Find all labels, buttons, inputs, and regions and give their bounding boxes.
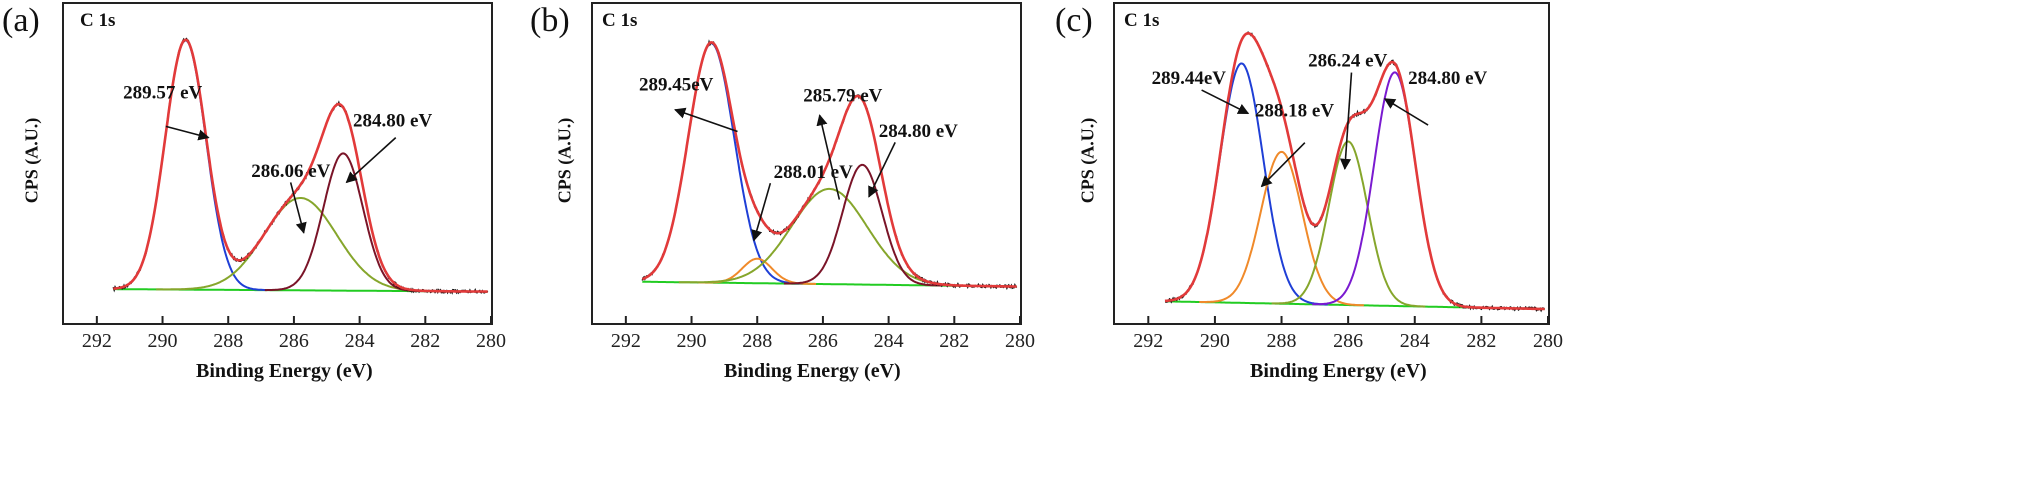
x-tick-label-a: 292 xyxy=(82,330,112,352)
annotation-arrow-b-4 xyxy=(868,142,896,198)
x-tick-label-c: 288 xyxy=(1267,330,1297,352)
fit-envelope-c xyxy=(1164,31,1545,311)
plot-frame-c xyxy=(1113,2,1550,325)
annotation-label-b-3: 285.79 eV xyxy=(803,86,882,107)
x-tick-label-c: 292 xyxy=(1133,330,1163,352)
x-tick-label-b: 282 xyxy=(939,330,969,352)
fit-peak-b-4 xyxy=(784,163,941,287)
x-tick-label-a: 282 xyxy=(410,330,440,352)
x-tick-label-b: 286 xyxy=(808,330,838,352)
annotation-label-c-1: 289.44eV xyxy=(1152,68,1227,89)
x-tick-label-c: 284 xyxy=(1400,330,1430,352)
x-tick-label-c: 286 xyxy=(1333,330,1363,352)
annotation-arrow-c-4 xyxy=(1383,98,1429,126)
annotation-arrow-c-3 xyxy=(1339,72,1353,171)
corner-label-c: C 1s xyxy=(1124,10,1160,31)
x-tick-label-b: 284 xyxy=(874,330,904,352)
annotation-arrow-a-3 xyxy=(345,137,397,184)
fit-peak-a-1 xyxy=(113,39,267,291)
annotation-arrow-b-2 xyxy=(751,182,772,242)
annotation-label-a-1: 289.57 eV xyxy=(123,82,202,103)
panel-label-a: (a) xyxy=(2,2,40,39)
annotation-label-b-2: 288.01 eV xyxy=(774,162,853,183)
annotation-arrow-b-3 xyxy=(816,114,841,200)
annotation-label-c-4: 284.80 eV xyxy=(1408,68,1487,89)
x-tick-label-a: 288 xyxy=(213,330,243,352)
corner-label-b: C 1s xyxy=(602,10,638,31)
x-tick-label-a: 286 xyxy=(279,330,309,352)
fit-envelope-a xyxy=(113,38,488,293)
annotation-arrow-b-1 xyxy=(674,107,738,133)
plot-frame-b xyxy=(591,2,1022,325)
annotation-label-b-1: 289.45eV xyxy=(639,75,714,96)
fit-peak-c-3 xyxy=(1271,140,1426,308)
y-axis-label-c: CPS (A.U.) xyxy=(1077,117,1098,204)
fit-peak-a-3 xyxy=(264,152,422,293)
annotation-arrow-c-2 xyxy=(1260,142,1306,188)
x-tick-label-a: 290 xyxy=(148,330,178,352)
annotation-label-c-3: 286.24 eV xyxy=(1308,51,1387,72)
x-tick-label-c: 290 xyxy=(1200,330,1230,352)
panel-label-b: (b) xyxy=(530,2,570,39)
x-tick-label-b: 280 xyxy=(1005,330,1035,352)
x-tick-label-c: 282 xyxy=(1466,330,1496,352)
y-axis-label-b: CPS (A.U.) xyxy=(554,117,575,204)
x-tick-label-b: 292 xyxy=(611,330,641,352)
annotation-label-c-2: 288.18 eV xyxy=(1255,100,1334,121)
annotation-label-a-2: 286.06 eV xyxy=(251,161,330,182)
annotation-label-a-3: 284.80 eV xyxy=(353,110,432,131)
panel-label-c: (c) xyxy=(1055,2,1093,39)
annotation-arrow-a-1 xyxy=(165,125,210,141)
corner-label-a: C 1s xyxy=(80,10,116,31)
annotation-label-b-4: 284.80 eV xyxy=(879,121,958,142)
x-tick-label-a: 280 xyxy=(476,330,506,352)
annotation-arrow-c-1 xyxy=(1201,89,1250,115)
x-axis-label-a: Binding Energy (eV) xyxy=(196,360,373,382)
annotation-arrow-a-2 xyxy=(289,182,307,234)
x-axis-label-c: Binding Energy (eV) xyxy=(1250,360,1427,382)
x-axis-label-b: Binding Energy (eV) xyxy=(724,360,901,382)
x-tick-label-a: 284 xyxy=(345,330,375,352)
x-tick-label-b: 290 xyxy=(677,330,707,352)
x-tick-label-b: 288 xyxy=(742,330,772,352)
x-tick-label-c: 280 xyxy=(1533,330,1563,352)
plot-frame-a xyxy=(62,2,493,325)
